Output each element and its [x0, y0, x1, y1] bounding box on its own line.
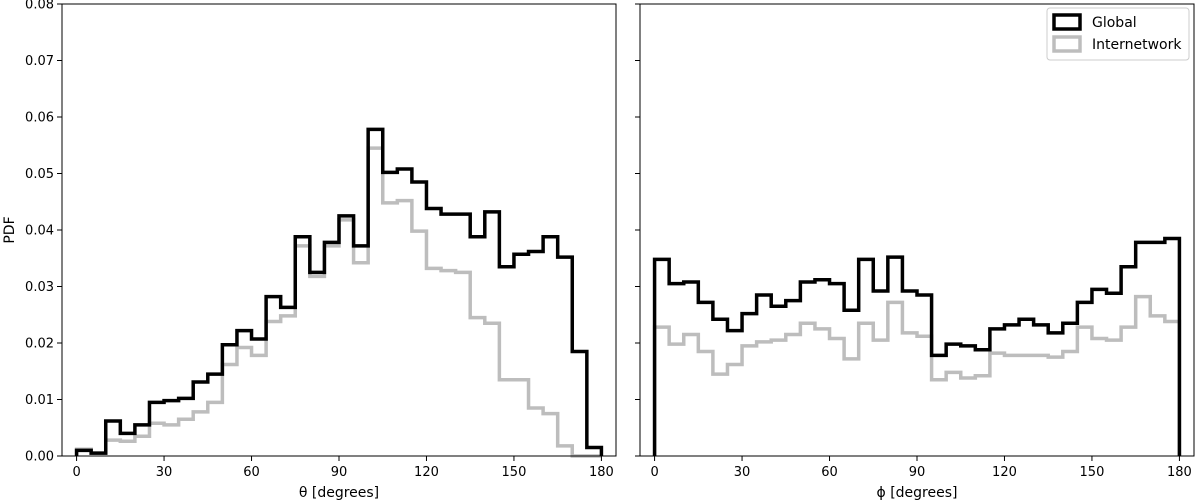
theta-y-tick-label: 0.06 — [25, 111, 54, 126]
theta-y-tick-label: 0.01 — [25, 393, 54, 408]
phi-axes-frame — [639, 3, 1195, 457]
legend-label-internetwork: Internetwork — [1092, 37, 1182, 53]
legend-label-global: Global — [1092, 15, 1137, 31]
theta-y-tick-label: 0.05 — [25, 167, 54, 182]
theta-y-tick-label: 0.02 — [25, 337, 54, 352]
phi-x-axis-label: ϕ [degrees] — [877, 485, 958, 501]
phi-ticks: 0 30 60 90 120 150 180 — [635, 3, 1192, 480]
phi-x-tick-label: 180 — [1167, 465, 1192, 480]
theta-x-tick-label: 180 — [589, 465, 614, 480]
theta-x-tick-label: 60 — [243, 465, 260, 480]
theta-panel: 0 30 60 90 120 150 180 0.00 0.01 0.02 0.03 0.04 0.05… — [2, 0, 617, 501]
phi-global-series — [652, 236, 1182, 456]
theta-global-series — [74, 127, 604, 456]
phi-x-tick-label: 30 — [734, 465, 751, 480]
theta-y-tick-label: 0.08 — [25, 0, 54, 13]
theta-y-tick-label: 0.04 — [25, 224, 54, 239]
theta-y-tick-label: 0.03 — [25, 280, 54, 295]
theta-x-axis-label: θ [degrees] — [299, 485, 379, 501]
phi-internetwork-series — [652, 294, 1182, 456]
theta-x-tick-label: 120 — [414, 465, 439, 480]
phi-x-tick-label: 90 — [909, 465, 926, 480]
y-axis-label: PDF — [2, 216, 18, 243]
legend-swatch-global — [1052, 13, 1082, 31]
theta-x-tick-label: 0 — [72, 465, 80, 480]
theta-internetwork-series — [74, 146, 602, 458]
phi-x-tick-label: 120 — [992, 465, 1017, 480]
theta-x-tick-label: 30 — [156, 465, 173, 480]
legend-swatch-internetwork — [1052, 35, 1082, 53]
theta-y-tick-label: 0.00 — [25, 450, 54, 465]
phi-x-tick-label: 0 — [650, 465, 658, 480]
legend-box — [1046, 7, 1190, 61]
phi-panel: 0 30 60 90 120 150 180 ϕ [degrees] — [635, 3, 1195, 501]
theta-y-tick-label: 0.07 — [25, 54, 54, 69]
phi-x-tick-label: 60 — [821, 465, 838, 480]
theta-series-layer — [74, 127, 604, 458]
phi-x-tick-label: 150 — [1080, 465, 1105, 480]
theta-x-tick-label: 90 — [331, 465, 348, 480]
theta-ticks: 0 30 60 90 120 150 180 0.00 0.01 0.02 0.03 0.04 0.05… — [25, 0, 614, 480]
legend: Global Internetwork — [1046, 7, 1190, 61]
theta-x-tick-label: 150 — [502, 465, 527, 480]
phi-series-layer — [652, 236, 1182, 456]
